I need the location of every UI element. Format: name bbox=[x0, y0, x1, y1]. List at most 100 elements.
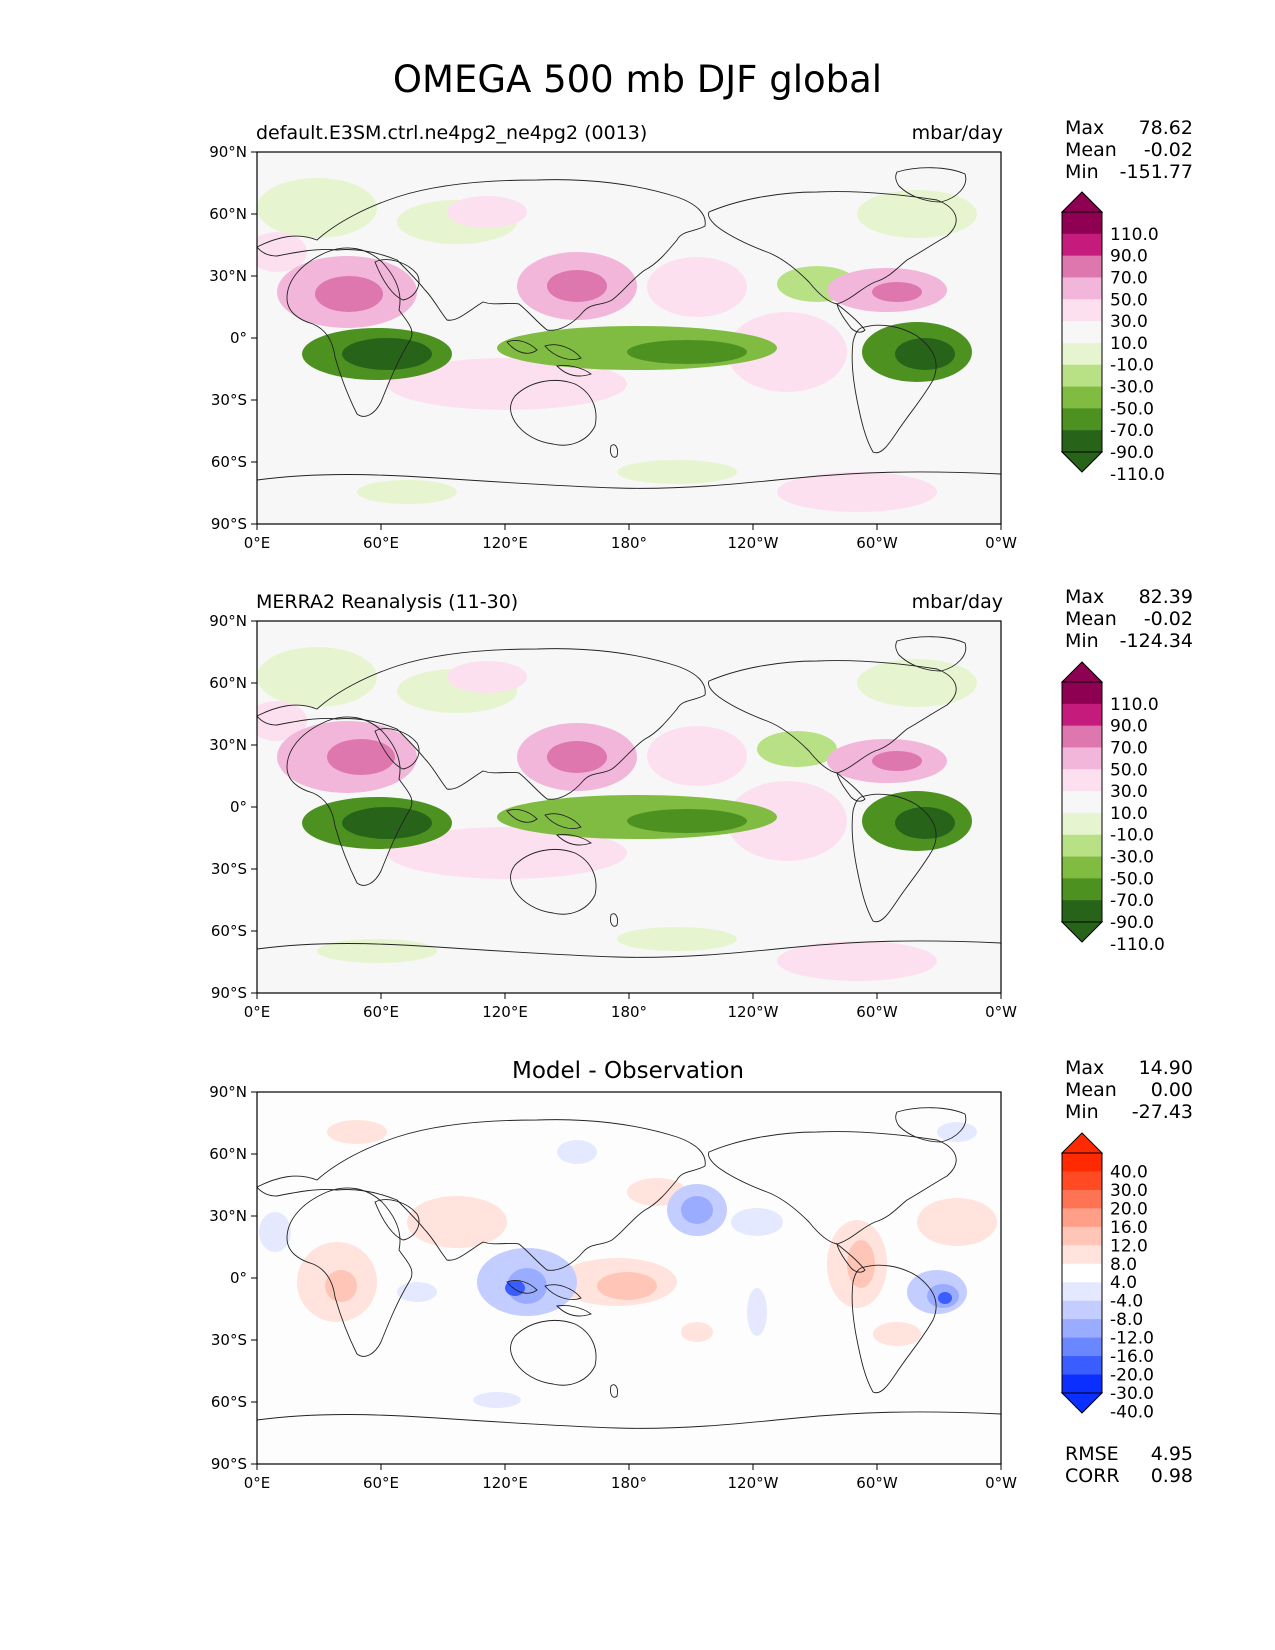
contour-region bbox=[407, 1196, 507, 1248]
contour-region bbox=[342, 807, 432, 839]
lon-tick-label: 0°E bbox=[244, 1003, 271, 1021]
stat-min-value: -27.43 bbox=[1131, 1101, 1193, 1123]
colorbar-segment bbox=[1062, 747, 1102, 770]
lat-tick-label: 60°N bbox=[209, 205, 247, 223]
colorbar-segment bbox=[1062, 1153, 1102, 1172]
colorbar-segment bbox=[1062, 1171, 1102, 1191]
colorbar-segment bbox=[1062, 1337, 1102, 1357]
coastline bbox=[510, 848, 597, 915]
colorbar-label: -110.0 bbox=[1110, 935, 1165, 955]
colorbar-label: 4.0 bbox=[1110, 1273, 1137, 1293]
contour-region bbox=[757, 731, 837, 767]
contour-region bbox=[647, 726, 747, 786]
contour-region bbox=[259, 1212, 291, 1252]
coastline bbox=[286, 247, 413, 417]
lat-tick-label: 0° bbox=[230, 1269, 247, 1287]
colorbar-label: 110.0 bbox=[1110, 695, 1159, 715]
colorbar-label: 16.0 bbox=[1110, 1218, 1148, 1238]
lon-tick-label: 0°E bbox=[244, 534, 271, 552]
coastline bbox=[544, 344, 582, 360]
coastline bbox=[895, 167, 967, 203]
colorbar-frame bbox=[1061, 211, 1103, 453]
colorbar-bottom-extend bbox=[1060, 451, 1104, 473]
lon-tick-label: 120°W bbox=[728, 534, 779, 552]
colorbar-segment bbox=[1062, 1356, 1102, 1376]
contour-region bbox=[857, 659, 977, 707]
colorbar-label: -50.0 bbox=[1110, 869, 1154, 889]
map-plot-area: 0°E 60°E 120°E 180° 120°W 60°W 0°W 90°N 60°N 30°N… bbox=[209, 612, 1017, 1021]
lon-tick-label: 60°W bbox=[856, 534, 898, 552]
panel-model-map: 0°E 60°E 120°E 180° 120°W 60°W 0°W 90°N 60°N 30°N… bbox=[209, 143, 1017, 552]
coastline bbox=[556, 834, 592, 846]
colorbar-segment bbox=[1062, 233, 1102, 257]
colorbar-segment bbox=[1062, 725, 1102, 748]
colorbar-label: -8.0 bbox=[1110, 1310, 1143, 1330]
colorbar-label: -90.0 bbox=[1110, 913, 1154, 933]
contour-region bbox=[327, 739, 395, 775]
coastline bbox=[286, 716, 413, 886]
contour-region bbox=[727, 781, 847, 861]
lat-tick-label: 60°S bbox=[211, 453, 247, 471]
colorbar-frame bbox=[1061, 681, 1103, 923]
stat-max-label: Max bbox=[1065, 586, 1105, 608]
lon-tick-label: 60°W bbox=[856, 1474, 898, 1492]
contour-region bbox=[547, 270, 607, 302]
colorbar-label: -70.0 bbox=[1110, 421, 1154, 441]
contour-region bbox=[747, 1288, 767, 1336]
coastline bbox=[895, 636, 967, 672]
lat-tick-label: 30°N bbox=[209, 1207, 247, 1225]
contour-region bbox=[557, 1140, 597, 1164]
stat-mean-value: 0.00 bbox=[1150, 1079, 1193, 1101]
contour-region bbox=[777, 472, 937, 512]
lon-tick-label: 0°W bbox=[985, 534, 1017, 552]
colorbar-label: 30.0 bbox=[1110, 1181, 1148, 1201]
contour-region bbox=[505, 1280, 525, 1296]
contour-field bbox=[257, 1107, 1001, 1429]
lat-tick-label: 90°S bbox=[211, 984, 247, 1002]
lat-tick-label: 30°N bbox=[209, 736, 247, 754]
contour-region bbox=[731, 1208, 783, 1236]
colorbar-label: 70.0 bbox=[1110, 738, 1148, 758]
coastline bbox=[374, 259, 420, 301]
colorbar-segment bbox=[1062, 791, 1102, 814]
colorbar-segment bbox=[1062, 812, 1102, 836]
lon-tick-label: 120°W bbox=[728, 1003, 779, 1021]
colorbar-segment bbox=[1062, 277, 1102, 300]
coastline bbox=[851, 793, 937, 923]
contour-region bbox=[681, 1322, 713, 1342]
colorbar-segment bbox=[1062, 834, 1102, 858]
colorbar-label: -10.0 bbox=[1110, 356, 1154, 376]
coastline bbox=[708, 660, 957, 774]
coastline bbox=[257, 648, 706, 800]
contour-field bbox=[257, 167, 1001, 512]
colorbar-segment bbox=[1062, 1208, 1102, 1228]
colorbar-segment bbox=[1062, 1263, 1102, 1283]
coastline bbox=[510, 379, 597, 446]
lat-tick-label: 90°S bbox=[211, 1455, 247, 1473]
map-plot-area: 0°E 60°E 120°E 180° 120°W 60°W 0°W 90°N 60°N 30°N… bbox=[209, 1083, 1017, 1492]
contour-region bbox=[317, 939, 437, 963]
contour-region bbox=[847, 1240, 875, 1288]
colorbar-label: -30.0 bbox=[1110, 378, 1154, 398]
contour-region bbox=[895, 338, 955, 370]
colorbar-label: 30.0 bbox=[1110, 312, 1148, 332]
coastline bbox=[257, 471, 1001, 489]
map-plot-area: 0°E 60°E 120°E 180° 120°W 60°W 0°W 90°N 60°N 30°N… bbox=[209, 143, 1017, 552]
stat-min-label: Min bbox=[1065, 630, 1099, 652]
colorbar-label: -90.0 bbox=[1110, 443, 1154, 463]
colorbar-segment bbox=[1062, 255, 1102, 278]
colorbar-label: 30.0 bbox=[1110, 782, 1148, 802]
coastline bbox=[374, 728, 420, 770]
coastline bbox=[836, 1242, 866, 1273]
contour-region bbox=[327, 1120, 387, 1144]
panel-diff-stats: Max 14.90 Mean 0.00 Min -27.43 bbox=[1065, 1057, 1193, 1123]
colorbar-top-extend bbox=[1060, 1132, 1104, 1154]
contour-region bbox=[627, 809, 747, 833]
contour-region bbox=[777, 941, 937, 981]
corr-value: 0.98 bbox=[1150, 1465, 1193, 1487]
colorbar-label: 90.0 bbox=[1110, 247, 1148, 267]
colorbar-segment bbox=[1062, 321, 1102, 344]
stat-mean-value: -0.02 bbox=[1143, 608, 1193, 630]
lon-tick-label: 180° bbox=[611, 1474, 647, 1492]
coastline bbox=[506, 339, 538, 354]
